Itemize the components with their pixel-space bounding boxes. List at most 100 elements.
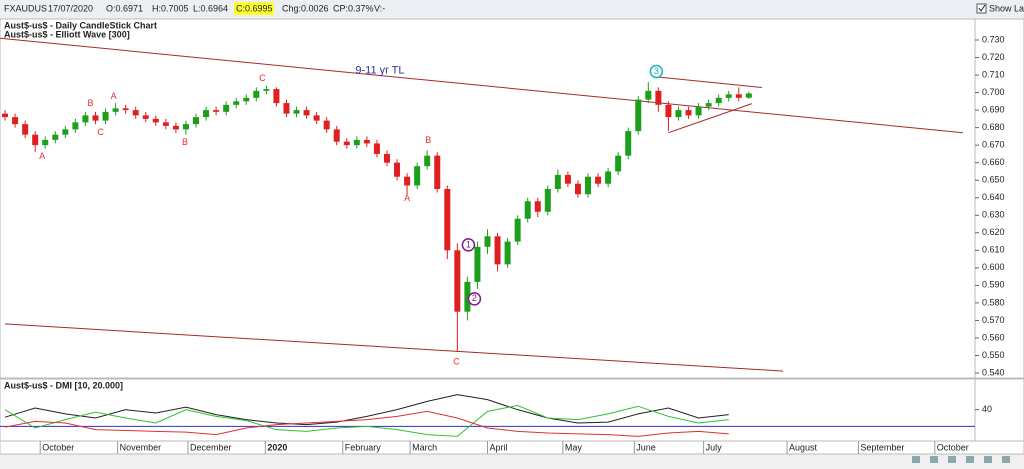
checkmark — [978, 4, 986, 12]
candle-body — [243, 97, 250, 102]
candle-body — [394, 162, 401, 177]
x-tick-label: July — [706, 442, 723, 452]
candle-body — [132, 110, 139, 116]
candle-body — [625, 131, 632, 156]
annotation: A — [404, 193, 410, 203]
candle-body — [353, 139, 360, 146]
tool-icon[interactable] — [984, 456, 992, 463]
x-tick-label: April — [490, 442, 508, 452]
candle-body — [554, 174, 561, 189]
annotation: B — [425, 135, 431, 145]
tool-icon[interactable] — [948, 456, 956, 463]
candle-body — [564, 174, 571, 184]
candle-body — [233, 101, 240, 105]
show-last-label[interactable]: Show Last — [989, 3, 1024, 13]
annotation: 9-11 yr TL — [355, 64, 404, 76]
y-tick-label: 0.690 — [982, 104, 1005, 114]
candle-body — [615, 155, 622, 172]
tool-icon[interactable] — [1002, 456, 1010, 463]
candle-body — [735, 94, 742, 98]
candle-body — [122, 108, 129, 111]
candle-body — [72, 122, 79, 130]
candle-body — [263, 89, 270, 91]
candle-body — [223, 104, 230, 112]
candle-body — [343, 141, 350, 146]
x-tick-label: June — [636, 442, 656, 452]
candle-body — [424, 155, 431, 167]
y-tick-label: 0.620 — [982, 227, 1005, 237]
open: O:0.6971 — [106, 3, 143, 13]
candle-body — [745, 93, 752, 98]
change-pct: CP:0.37% — [333, 3, 374, 13]
y-tick-label: 0.660 — [982, 157, 1005, 167]
candle-body — [514, 218, 521, 242]
chart-subtitle: Aust$-us$ - Elliott Wave [300] — [4, 29, 130, 39]
y-tick-label: 40 — [982, 404, 992, 414]
candle-body — [494, 236, 501, 265]
candle-body — [444, 188, 451, 251]
candle-body — [213, 110, 220, 112]
candle-body — [22, 124, 29, 135]
candle-body — [605, 171, 612, 184]
x-tick-label: October — [937, 442, 969, 452]
candle-body — [52, 134, 59, 140]
change: Chg:0.0026 — [282, 3, 329, 13]
candle-body — [102, 111, 109, 121]
y-tick-label: 0.650 — [982, 175, 1005, 185]
y-tick-label: 0.590 — [982, 280, 1005, 290]
wave-circle — [461, 238, 476, 252]
y-tick-label: 0.550 — [982, 350, 1005, 360]
candle-body — [162, 122, 169, 126]
candle-body — [404, 176, 411, 186]
candle-body — [695, 106, 702, 116]
candle-body — [333, 129, 340, 142]
tool-icon[interactable] — [912, 456, 920, 463]
y-tick-label: 0.600 — [982, 262, 1005, 272]
candle-body — [152, 118, 159, 123]
candle-body — [715, 97, 722, 104]
candle-body — [665, 104, 672, 118]
candle-body — [685, 110, 692, 116]
y-tick-label: 0.630 — [982, 210, 1005, 220]
candle-body — [524, 201, 531, 219]
candle-body — [635, 99, 642, 132]
annotation: 2 — [472, 293, 477, 303]
high: H:0.7005 — [152, 3, 189, 13]
wave-circle — [649, 64, 664, 79]
annotation: A — [39, 151, 45, 161]
show-last-checkbox[interactable] — [976, 3, 987, 14]
candle-body — [172, 125, 179, 130]
annotation: 3 — [654, 66, 659, 76]
dmi-line — [4, 394, 729, 426]
y-tick-label: 0.610 — [982, 245, 1005, 255]
candle-body — [32, 134, 39, 146]
y-tick-label: 0.560 — [982, 332, 1005, 342]
x-tick-label: November — [120, 442, 162, 452]
dmi-panel — [0, 378, 976, 442]
symbol: FXAUDUS — [4, 3, 47, 13]
annotation: C — [453, 356, 460, 366]
volume: V:- — [374, 3, 385, 13]
price-axis — [974, 18, 1024, 379]
trendline — [668, 103, 753, 134]
candle-body — [474, 246, 481, 282]
candle-body — [203, 110, 210, 118]
low: L:0.6964 — [193, 3, 228, 13]
tool-icon[interactable] — [966, 456, 974, 463]
x-tick-label: September — [860, 442, 904, 452]
candle-body — [454, 250, 461, 312]
candle-body — [504, 241, 511, 265]
candle-body — [142, 115, 149, 119]
candle-body — [464, 281, 471, 312]
y-tick-label: 0.710 — [982, 69, 1005, 79]
annotation: B — [182, 137, 188, 147]
tool-icon[interactable] — [930, 456, 938, 463]
y-tick-label: 0.640 — [982, 192, 1005, 202]
candle-body — [92, 115, 99, 121]
candle-body — [303, 110, 310, 116]
candle-body — [313, 115, 320, 121]
candle-body — [273, 89, 280, 104]
x-tick-label: December — [190, 442, 232, 452]
candle-body — [544, 188, 551, 212]
